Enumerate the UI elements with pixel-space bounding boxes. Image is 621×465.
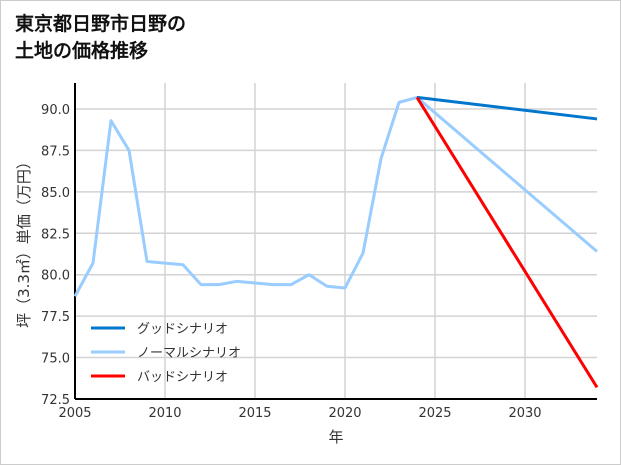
y-tick-label: 77.5 (41, 310, 70, 325)
series-line-0 (416, 95, 598, 121)
x-tick-label: 2010 (148, 406, 181, 421)
y-tick-label: 85.0 (41, 186, 70, 201)
x-axis-label: 年 (328, 428, 343, 446)
x-tick-label: 2005 (58, 406, 91, 421)
x-tick-label: 2025 (418, 406, 451, 421)
y-tick-label: 72.5 (41, 393, 70, 408)
legend-label: ノーマルシナリオ (137, 346, 241, 361)
series-line-1 (73, 95, 598, 297)
x-tick-label: 2030 (508, 406, 541, 421)
y-tick-label: 75.0 (41, 352, 70, 367)
y-tick-label: 82.5 (41, 227, 70, 242)
legend-label: グッドシナリオ (137, 322, 228, 337)
legend-label: バッドシナリオ (137, 370, 228, 385)
series-line-2 (415, 96, 599, 389)
y-tick-label: 87.5 (41, 144, 70, 159)
x-tick-label: 2015 (238, 406, 271, 421)
x-tick-label: 2020 (328, 406, 361, 421)
y-tick-label: 90.0 (41, 103, 70, 118)
chart-title: 東京都日野市日野の 土地の価格推移 (15, 13, 187, 62)
y-axis-label: 坪（3.3㎡）単価（万円） (15, 154, 33, 328)
y-tick-label: 80.0 (41, 269, 70, 284)
